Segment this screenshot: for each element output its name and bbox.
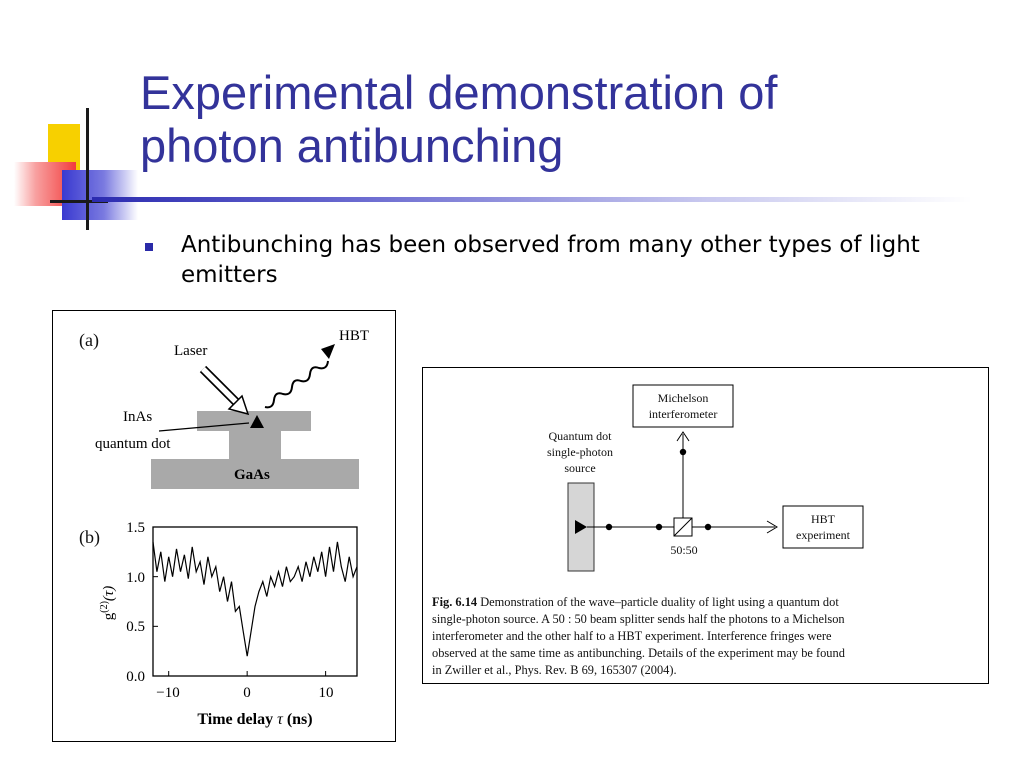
figure-right: Quantum dot single-photon source 50:50 M… <box>422 367 989 684</box>
michelson-box <box>632 384 734 428</box>
splitter-label: 50:50 <box>670 543 697 557</box>
caption-line-5: in Zwiller et al., Phys. Rev. B 69, 1653… <box>432 663 677 677</box>
x-axis-label: Time delay τ (ns) <box>197 711 312 728</box>
laser-label: Laser <box>174 343 207 359</box>
figure-left-svg: (a) GaAs Laser HBT InAs quantum dot (b) … <box>79 328 369 728</box>
beam-dot-1 <box>605 523 613 531</box>
bullet-text: Antibunching has been observed from many… <box>181 232 920 288</box>
michelson-label-1: Michelson <box>658 391 709 405</box>
caption-line-2: single-photon source. A 50 : 50 beam spl… <box>432 612 845 626</box>
title-line-1: Experimental demonstration of <box>140 66 778 119</box>
beam-dot-3 <box>704 523 712 531</box>
y-tick-label-1.5: 1.5 <box>126 520 145 536</box>
deco-horizontal-line <box>50 200 108 203</box>
deco-vertical-line <box>86 108 89 230</box>
source-label-3: source <box>564 461 595 475</box>
panel-b-label: (b) <box>79 527 100 548</box>
photon-wave <box>264 360 329 409</box>
caption-line-3: interferometer and the other half to a H… <box>432 629 832 643</box>
beam-splitter-diagonal <box>673 517 693 537</box>
bullet-marker <box>145 243 153 251</box>
hbt-label-1: HBT <box>811 512 836 526</box>
beam-vertical-arrowhead <box>676 431 690 442</box>
caption-line-4: observed at the same time as antibunchin… <box>432 646 845 660</box>
laser-arrow <box>199 365 250 416</box>
quantum-dot-triangle <box>250 415 264 428</box>
hbt-label-2: experiment <box>796 528 851 542</box>
title-line-2: photon antibunching <box>140 119 564 172</box>
inas-label: InAs <box>123 409 152 425</box>
plot-frame <box>152 526 358 677</box>
corner-decoration <box>0 100 140 230</box>
x-tick-label-minus10: −10 <box>156 685 179 701</box>
figure-left: (a) GaAs Laser HBT InAs quantum dot (b) … <box>52 310 396 742</box>
photon-arrowhead <box>321 344 335 359</box>
beam-dot-2 <box>655 523 663 531</box>
source-triangle <box>575 520 587 534</box>
inas-pointer <box>158 422 250 432</box>
panel-a-label: (a) <box>79 330 99 351</box>
y-tick-label-1.0: 1.0 <box>126 570 145 586</box>
source-label-1: Quantum dot <box>549 429 613 443</box>
caption-line-1: Fig. 6.14 Demonstration of the wave–part… <box>432 594 982 611</box>
y-tick-label-0.0: 0.0 <box>126 669 145 685</box>
hbt-box <box>782 505 864 549</box>
hbt-label-a: HBT <box>339 328 369 344</box>
gaas-substrate <box>151 459 359 489</box>
gaas-pillar <box>229 431 281 461</box>
x-tick-label-0: 0 <box>243 685 251 701</box>
caption-text-1: Demonstration of the wave–particle duali… <box>480 595 839 609</box>
beam-dot-4 <box>679 448 687 456</box>
title-rule <box>92 197 972 202</box>
plot-series <box>152 541 358 657</box>
gaas-label: GaAs <box>234 467 270 483</box>
x-tick-label-10: 10 <box>319 685 334 701</box>
caption-fig-label: Fig. 6.14 <box>432 595 478 609</box>
beam-main-arrowhead <box>766 520 778 534</box>
x-ticks <box>168 671 327 676</box>
slide-title: Experimental demonstration of photon ant… <box>140 66 1000 172</box>
y-ticks <box>153 526 158 677</box>
g2-series-line-0 <box>152 541 358 657</box>
source-label-2: single-photon <box>547 445 613 459</box>
figure-caption: Fig. 6.14 Demonstration of the wave–part… <box>432 594 982 679</box>
michelson-label-2: interferometer <box>649 407 718 421</box>
y-tick-label-0.5: 0.5 <box>126 619 145 635</box>
deco-blue-square <box>62 170 138 220</box>
quantum-dot-label: quantum dot <box>95 436 171 452</box>
figure-right-svg: Quantum dot single-photon source 50:50 M… <box>547 384 864 572</box>
y-axis-label: g(2)(τ) <box>99 586 117 621</box>
